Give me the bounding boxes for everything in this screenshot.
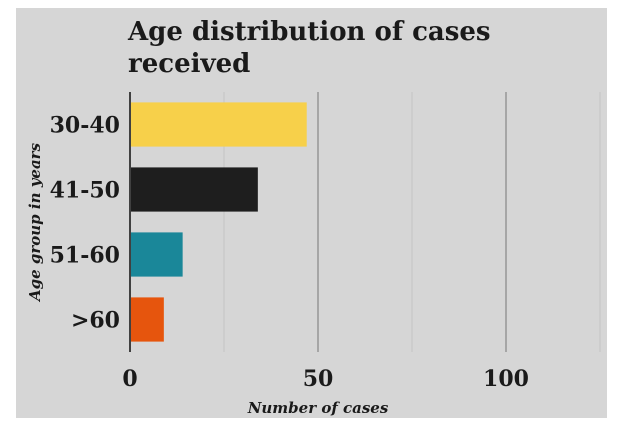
bar-3 bbox=[131, 297, 164, 342]
bar-2 bbox=[131, 232, 183, 277]
y-tick-label: 41-50 bbox=[50, 178, 120, 204]
x-tick-label: 0 bbox=[122, 366, 137, 392]
y-tick-label: 51-60 bbox=[50, 243, 120, 269]
bar-0 bbox=[131, 102, 307, 147]
y-axis-label: Age group in years bbox=[26, 142, 44, 303]
x-tick-label: 100 bbox=[483, 366, 529, 392]
chart-title: Age distribution of cases received bbox=[128, 17, 491, 79]
bar-1 bbox=[131, 167, 258, 212]
chart-panel bbox=[16, 8, 607, 418]
y-tick-label: 30-40 bbox=[50, 113, 120, 139]
x-axis-label: Number of cases bbox=[247, 399, 389, 417]
y-tick-label: >60 bbox=[71, 308, 120, 334]
x-tick-label: 50 bbox=[303, 366, 334, 392]
